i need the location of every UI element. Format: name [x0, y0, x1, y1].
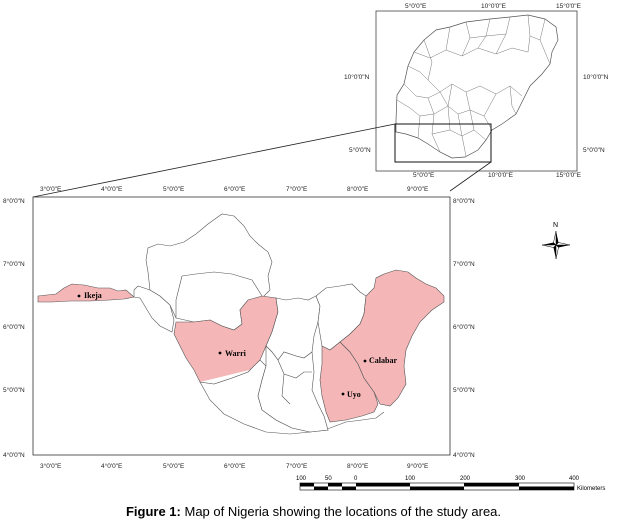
- main-right-tick: 5°0'0"N: [453, 386, 475, 394]
- main-bottom-tick: 3°0'0"E: [40, 462, 62, 470]
- region-calabar: [339, 269, 445, 407]
- inset-right-tick: 10°0'0"N: [583, 73, 609, 81]
- main-right-tick: 8°0'0"N: [453, 197, 475, 205]
- scale-label: 100: [405, 476, 416, 482]
- main-bottom-tick: 5°0'0"E: [163, 462, 185, 470]
- zoom-connector-line: [32, 123, 396, 198]
- scale-label: 100: [296, 476, 307, 482]
- main-right-tick: 4°0'0"N: [453, 451, 475, 459]
- city-label-ikeja: Ikeja: [84, 291, 102, 300]
- north-label: N: [553, 222, 558, 229]
- inset-bottom-tick: 5°0'0"E: [413, 171, 435, 179]
- inset-right-tick: 5°0'0"N: [583, 146, 605, 154]
- inset-top-tick: 15°0'0"E: [556, 2, 582, 10]
- scale-bar: 100 50 0 100 200 300 400 Kilometers: [296, 476, 605, 492]
- scale-label: 0: [354, 476, 358, 482]
- main-top-tick: 4°0'0"E: [101, 185, 123, 193]
- main-bottom-tick: 6°0'0"E: [224, 462, 246, 470]
- inset-bottom-tick: 15°0'0"E: [556, 171, 582, 179]
- main-top-tick: 6°0'0"E: [224, 185, 246, 193]
- scale-label: 50: [325, 476, 332, 482]
- region-boundary-line: [175, 271, 263, 318]
- scale-label: 300: [515, 476, 526, 482]
- caption-text: Map of Nigeria showing the locations of …: [184, 504, 502, 519]
- city-marker-warri: Warri: [218, 349, 247, 358]
- region-rivers: [257, 345, 329, 433]
- main-left-tick: 4°0'0"N: [3, 451, 25, 459]
- city-label-warri: Warri: [225, 349, 247, 358]
- main-left-tick: 6°0'0"N: [3, 323, 25, 331]
- scale-unit: Kilometers: [577, 486, 605, 492]
- inset-top-tick: 10°0'0"E: [481, 2, 507, 10]
- main-right-tick: 7°0'0"N: [453, 260, 475, 268]
- inset-left-tick: 5°0'0"N: [349, 146, 371, 154]
- scale-label: 400: [569, 476, 580, 482]
- inset-left-tick: 10°0'0"N: [344, 73, 370, 81]
- region-coastline: [199, 381, 385, 435]
- region-coast-west: [133, 285, 175, 333]
- zoom-connector-line: [449, 161, 492, 192]
- city-marker-ikeja: Ikeja: [77, 291, 102, 300]
- main-top-tick: 5°0'0"E: [163, 185, 185, 193]
- region-boundary-line: [277, 359, 312, 405]
- main-bottom-tick: 8°0'0"E: [347, 462, 369, 470]
- scale-label: 200: [460, 476, 471, 482]
- main-top-tick: 8°0'0"E: [347, 185, 369, 193]
- main-bottom-tick: 7°0'0"E: [286, 462, 308, 470]
- city-label-calabar: Calabar: [369, 356, 397, 365]
- main-bottom-tick: 4°0'0"E: [101, 462, 123, 470]
- city-marker-calabar: Calabar: [363, 356, 397, 365]
- main-left-tick: 8°0'0"N: [3, 197, 25, 205]
- compass-rose-icon: N: [541, 222, 571, 260]
- inset-map: 5°0'0"E 10°0'0"E 15°0'0"E 5°0'0"E 10°0'0…: [344, 2, 609, 179]
- inset-bottom-tick: 10°0'0"E: [488, 171, 514, 179]
- inset-study-area-box: [394, 123, 492, 163]
- main-top-tick: 9°0'0"E: [407, 185, 429, 193]
- city-label-uyo: Uyo: [347, 390, 361, 399]
- region-ikeja: [37, 283, 135, 303]
- main-map: Ikeja Warri Calabar Uyo 3°0'0"E 4°0'0"E …: [3, 185, 475, 470]
- main-top-tick: 3°0'0"E: [40, 185, 62, 193]
- caption-label: Figure 1:: [125, 504, 181, 519]
- inset-top-tick: 5°0'0"E: [405, 2, 427, 10]
- main-right-tick: 6°0'0"N: [453, 323, 475, 331]
- main-top-tick: 7°0'0"E: [286, 185, 308, 193]
- main-left-tick: 5°0'0"N: [3, 386, 25, 394]
- figure-caption: Figure 1: Map of Nigeria showing the loc…: [0, 504, 627, 519]
- inset-state-boundaries: [396, 14, 551, 157]
- main-left-tick: 7°0'0"N: [3, 260, 25, 268]
- city-marker-uyo: Uyo: [341, 390, 361, 399]
- main-bottom-tick: 9°0'0"E: [407, 462, 429, 470]
